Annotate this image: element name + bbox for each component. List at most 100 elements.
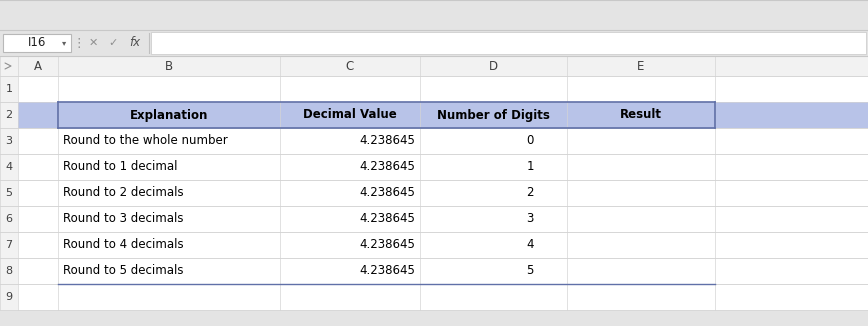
Bar	[715, 206, 868, 232]
Bar	[420, 154, 567, 180]
Bar	[0, 0, 868, 30]
Bar	[420, 102, 567, 128]
Bar	[567, 154, 715, 180]
Bar	[420, 284, 567, 310]
Text: 2: 2	[527, 186, 534, 200]
Bar	[280, 128, 420, 154]
Text: 4: 4	[5, 162, 12, 172]
Text: 1: 1	[527, 160, 534, 173]
Bar	[18, 102, 58, 128]
Bar	[58, 232, 280, 258]
Text: 8: 8	[5, 266, 12, 276]
Bar	[420, 180, 567, 206]
Text: Result: Result	[620, 109, 662, 122]
Text: C: C	[345, 60, 354, 72]
Text: ✓: ✓	[108, 38, 118, 48]
Bar	[567, 284, 715, 310]
Bar	[151, 32, 866, 54]
Bar	[58, 128, 280, 154]
Text: 4.238645: 4.238645	[359, 135, 415, 147]
Text: 2: 2	[5, 110, 12, 120]
Bar	[58, 76, 280, 102]
Text: 5: 5	[527, 264, 534, 277]
Bar	[58, 206, 280, 232]
Text: 6: 6	[5, 214, 12, 224]
Bar	[280, 180, 420, 206]
Bar	[280, 232, 420, 258]
Bar	[420, 206, 567, 232]
Bar	[58, 154, 280, 180]
Bar	[0, 258, 18, 284]
Text: B: B	[165, 60, 173, 72]
Text: I16: I16	[28, 37, 46, 50]
Bar	[715, 258, 868, 284]
Text: A: A	[34, 60, 42, 72]
Text: 0: 0	[527, 135, 534, 147]
Bar	[0, 56, 868, 76]
Bar	[715, 232, 868, 258]
Bar	[280, 154, 420, 180]
Text: 9: 9	[5, 292, 12, 302]
Bar	[0, 206, 18, 232]
Bar	[280, 258, 420, 284]
Bar	[420, 232, 567, 258]
Text: 1: 1	[5, 84, 12, 94]
Text: 4.238645: 4.238645	[359, 239, 415, 251]
Text: fx: fx	[129, 37, 141, 50]
Text: E: E	[637, 60, 645, 72]
Bar	[58, 258, 280, 284]
Bar	[58, 102, 280, 128]
Text: Round to the whole number: Round to the whole number	[63, 135, 227, 147]
Text: Round to 1 decimal: Round to 1 decimal	[63, 160, 177, 173]
Bar	[715, 128, 868, 154]
Bar	[715, 154, 868, 180]
Bar	[3, 34, 71, 52]
Bar	[0, 76, 18, 102]
Bar	[0, 154, 18, 180]
Text: Explanation: Explanation	[130, 109, 208, 122]
Bar	[18, 154, 58, 180]
Text: 4.238645: 4.238645	[359, 213, 415, 226]
Bar	[567, 180, 715, 206]
Bar	[0, 128, 18, 154]
Text: 3: 3	[527, 213, 534, 226]
Bar	[715, 180, 868, 206]
Text: Round to 3 decimals: Round to 3 decimals	[63, 213, 183, 226]
Text: 5: 5	[5, 188, 12, 198]
Bar	[420, 102, 567, 128]
Bar	[0, 284, 18, 310]
Bar	[567, 258, 715, 284]
Bar	[715, 102, 868, 128]
Text: 4.238645: 4.238645	[359, 186, 415, 200]
Text: Round to 2 decimals: Round to 2 decimals	[63, 186, 184, 200]
Bar	[0, 232, 18, 258]
Bar	[567, 76, 715, 102]
Text: Number of Digits: Number of Digits	[437, 109, 550, 122]
Text: ✕: ✕	[89, 38, 98, 48]
Text: 3: 3	[5, 136, 12, 146]
Bar	[18, 128, 58, 154]
Bar	[18, 102, 58, 128]
Text: 7: 7	[5, 240, 12, 250]
Text: 4: 4	[527, 239, 534, 251]
Text: 4.238645: 4.238645	[359, 160, 415, 173]
Text: Round to 5 decimals: Round to 5 decimals	[63, 264, 183, 277]
Bar	[18, 180, 58, 206]
Bar	[0, 180, 18, 206]
Bar	[567, 102, 715, 128]
Bar	[715, 284, 868, 310]
Bar	[58, 284, 280, 310]
Bar	[715, 76, 868, 102]
Bar	[280, 102, 420, 128]
Text: ⋮: ⋮	[73, 37, 85, 50]
Bar	[567, 102, 715, 128]
Bar	[567, 128, 715, 154]
Bar	[420, 76, 567, 102]
Bar	[0, 102, 18, 128]
Text: Round to 4 decimals: Round to 4 decimals	[63, 239, 184, 251]
Bar	[280, 76, 420, 102]
Bar	[420, 128, 567, 154]
Bar	[280, 206, 420, 232]
Bar	[18, 206, 58, 232]
Bar	[18, 284, 58, 310]
